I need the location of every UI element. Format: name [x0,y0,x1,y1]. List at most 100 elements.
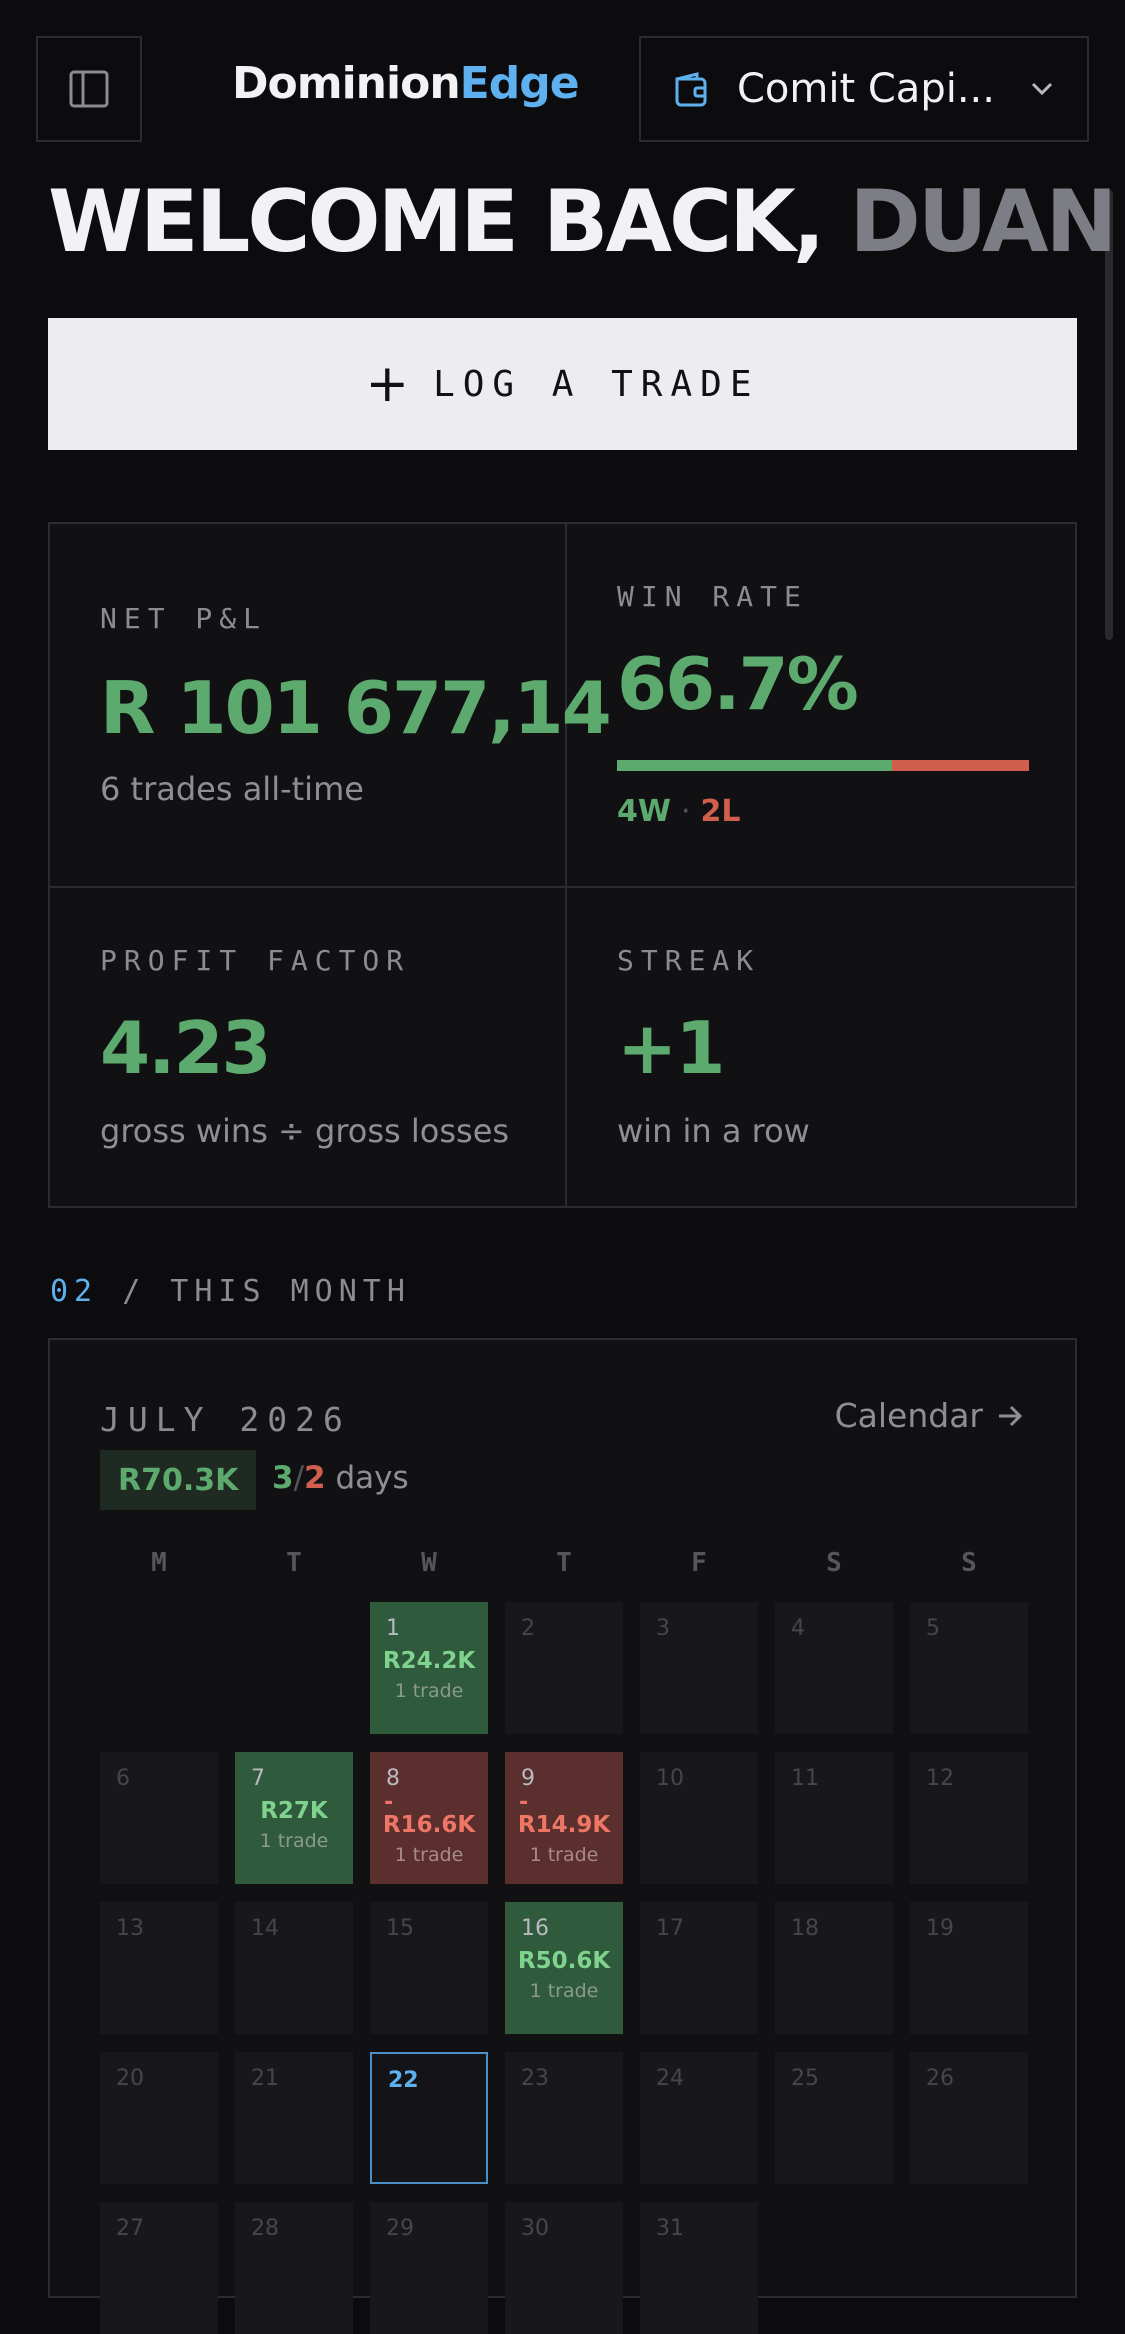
day-number: 6 [116,1766,130,1791]
calendar-day-4[interactable]: 4 [775,1602,893,1734]
calendar-day-13[interactable]: 13 [100,1902,218,2034]
red-days-count: 2 [304,1460,326,1496]
day-number: 27 [116,2216,144,2241]
day-number: 25 [791,2066,819,2091]
calendar-day-14[interactable]: 14 [235,1902,353,2034]
stats-divider-vertical [565,524,567,1206]
welcome-heading: WELCOME BACK, DUAN [48,172,1118,272]
calendar-day-21[interactable]: 21 [235,2052,353,2184]
section-heading: 02 / THIS MONTH [50,1274,411,1309]
calendar-day-3[interactable]: 3 [640,1602,758,1734]
day-pnl: R50.6K [517,1948,611,1974]
day-number: 9 [521,1766,535,1791]
calendar-day-5[interactable]: 5 [910,1602,1028,1734]
sidebar-toggle-button[interactable] [36,36,142,142]
day-trade-count: 1 trade [529,1980,599,2002]
arrow-right-icon [999,1405,1023,1426]
calendar-day-25[interactable]: 25 [775,2052,893,2184]
calendar-day-11[interactable]: 11 [775,1752,893,1884]
calendar-day-26[interactable]: 26 [910,2052,1028,2184]
day-pnl: R24.2K [382,1648,476,1674]
day-pnl: R16.6K [382,1812,476,1838]
calendar-day-12[interactable]: 12 [910,1752,1028,1884]
calendar-day-19[interactable]: 19 [910,1902,1028,2034]
calendar-day-24[interactable]: 24 [640,2052,758,2184]
day-number: 23 [521,2066,549,2091]
calendar-link[interactable]: Calendar [835,1396,1025,1435]
profit-factor-label: PROFIT FACTOR [100,944,411,977]
account-selector[interactable]: Comit Capi... [639,36,1089,142]
day-number: 30 [521,2216,549,2241]
net-pnl-card: NET P&L R 101 677,14 6 trades all-time [50,524,612,886]
losses-count: 2L [700,794,741,829]
day-number: 13 [116,1916,144,1941]
top-bar: DominionEdge Comit Capi... [0,0,1125,180]
section-number: 02 [50,1274,99,1309]
day-pnl-sign: - [384,1790,394,1815]
win-rate-card: WIN RATE 66.7% 4W · 2L [567,524,1077,886]
weekday-header: F [691,1548,707,1578]
section-title: / THIS MONTH [122,1274,411,1309]
chevron-down-icon [1031,82,1053,96]
day-number: 18 [791,1916,819,1941]
calendar-day-10[interactable]: 10 [640,1752,758,1884]
calendar-day-15[interactable]: 15 [370,1902,488,2034]
streak-label: STREAK [617,944,761,977]
calendar-day-8[interactable]: 8- R16.6K 1 trade [370,1752,488,1884]
log-trade-label: LOG A TRADE [433,363,760,405]
win-rate-value: 66.7% [617,642,859,726]
day-number: 31 [656,2216,684,2241]
welcome-user-name: DUAN [849,172,1117,272]
weekday-header: T [556,1548,572,1578]
profit-factor-sub: gross wins ÷ gross losses [100,1112,510,1150]
calendar-day-1[interactable]: 1 R24.2K 1 trade [370,1602,488,1734]
wins-count: 4W [617,794,671,829]
sidebar-toggle-icon [69,70,109,108]
calendar-day-23[interactable]: 23 [505,2052,623,2184]
day-number: 20 [116,2066,144,2091]
stats-grid: NET P&L R 101 677,14 6 trades all-time W… [48,522,1077,1208]
day-number: 26 [926,2066,954,2091]
calendar-day-2[interactable]: 2 [505,1602,623,1734]
calendar-day-31[interactable]: 31 [640,2202,758,2334]
calendar-day-22[interactable]: 22 [370,2052,488,2184]
calendar-day-7[interactable]: 7 R27K 1 trade [235,1752,353,1884]
calendar-day-20[interactable]: 20 [100,2052,218,2184]
day-number: 19 [926,1916,954,1941]
calendar-day-16[interactable]: 16 R50.6K 1 trade [505,1902,623,2034]
calendar-link-label: Calendar [834,1396,983,1435]
win-rate-bar-fill [617,760,892,771]
calendar-month-label: JULY 2026 [100,1400,351,1439]
green-red-days: 3/2 days [272,1460,409,1496]
calendar-day-17[interactable]: 17 [640,1902,758,2034]
day-number: 24 [656,2066,684,2091]
day-number: 2 [521,1616,535,1641]
log-trade-button[interactable]: + LOG A TRADE [48,318,1077,450]
calendar-day-28[interactable]: 28 [235,2202,353,2334]
day-pnl: R14.9K [517,1812,611,1838]
page-scrollbar[interactable] [1105,190,1113,640]
days-separator: / [293,1460,305,1496]
calendar-day-30[interactable]: 30 [505,2202,623,2334]
day-trade-count: 1 trade [529,1844,599,1866]
day-number: 17 [656,1916,684,1941]
calendar-day-27[interactable]: 27 [100,2202,218,2334]
calendar-day-29[interactable]: 29 [370,2202,488,2334]
net-pnl-label: NET P&L [100,602,268,635]
logo-main: Dominion [232,58,461,109]
wallet-icon [675,72,707,107]
day-trade-count: 1 trade [394,1680,464,1702]
streak-sub: win in a row [617,1112,810,1150]
app-logo[interactable]: DominionEdge [232,58,580,109]
day-number: 5 [926,1616,940,1641]
calendar-day-9[interactable]: 9- R14.9K 1 trade [505,1752,623,1884]
day-number: 8 [386,1766,400,1791]
day-number: 28 [251,2216,279,2241]
weekday-header: M [151,1548,167,1578]
win-loss-count: 4W · 2L [617,794,741,829]
calendar-day-6[interactable]: 6 [100,1752,218,1884]
stats-divider-horizontal [50,886,1075,888]
day-number: 7 [251,1766,265,1791]
calendar-day-18[interactable]: 18 [775,1902,893,2034]
